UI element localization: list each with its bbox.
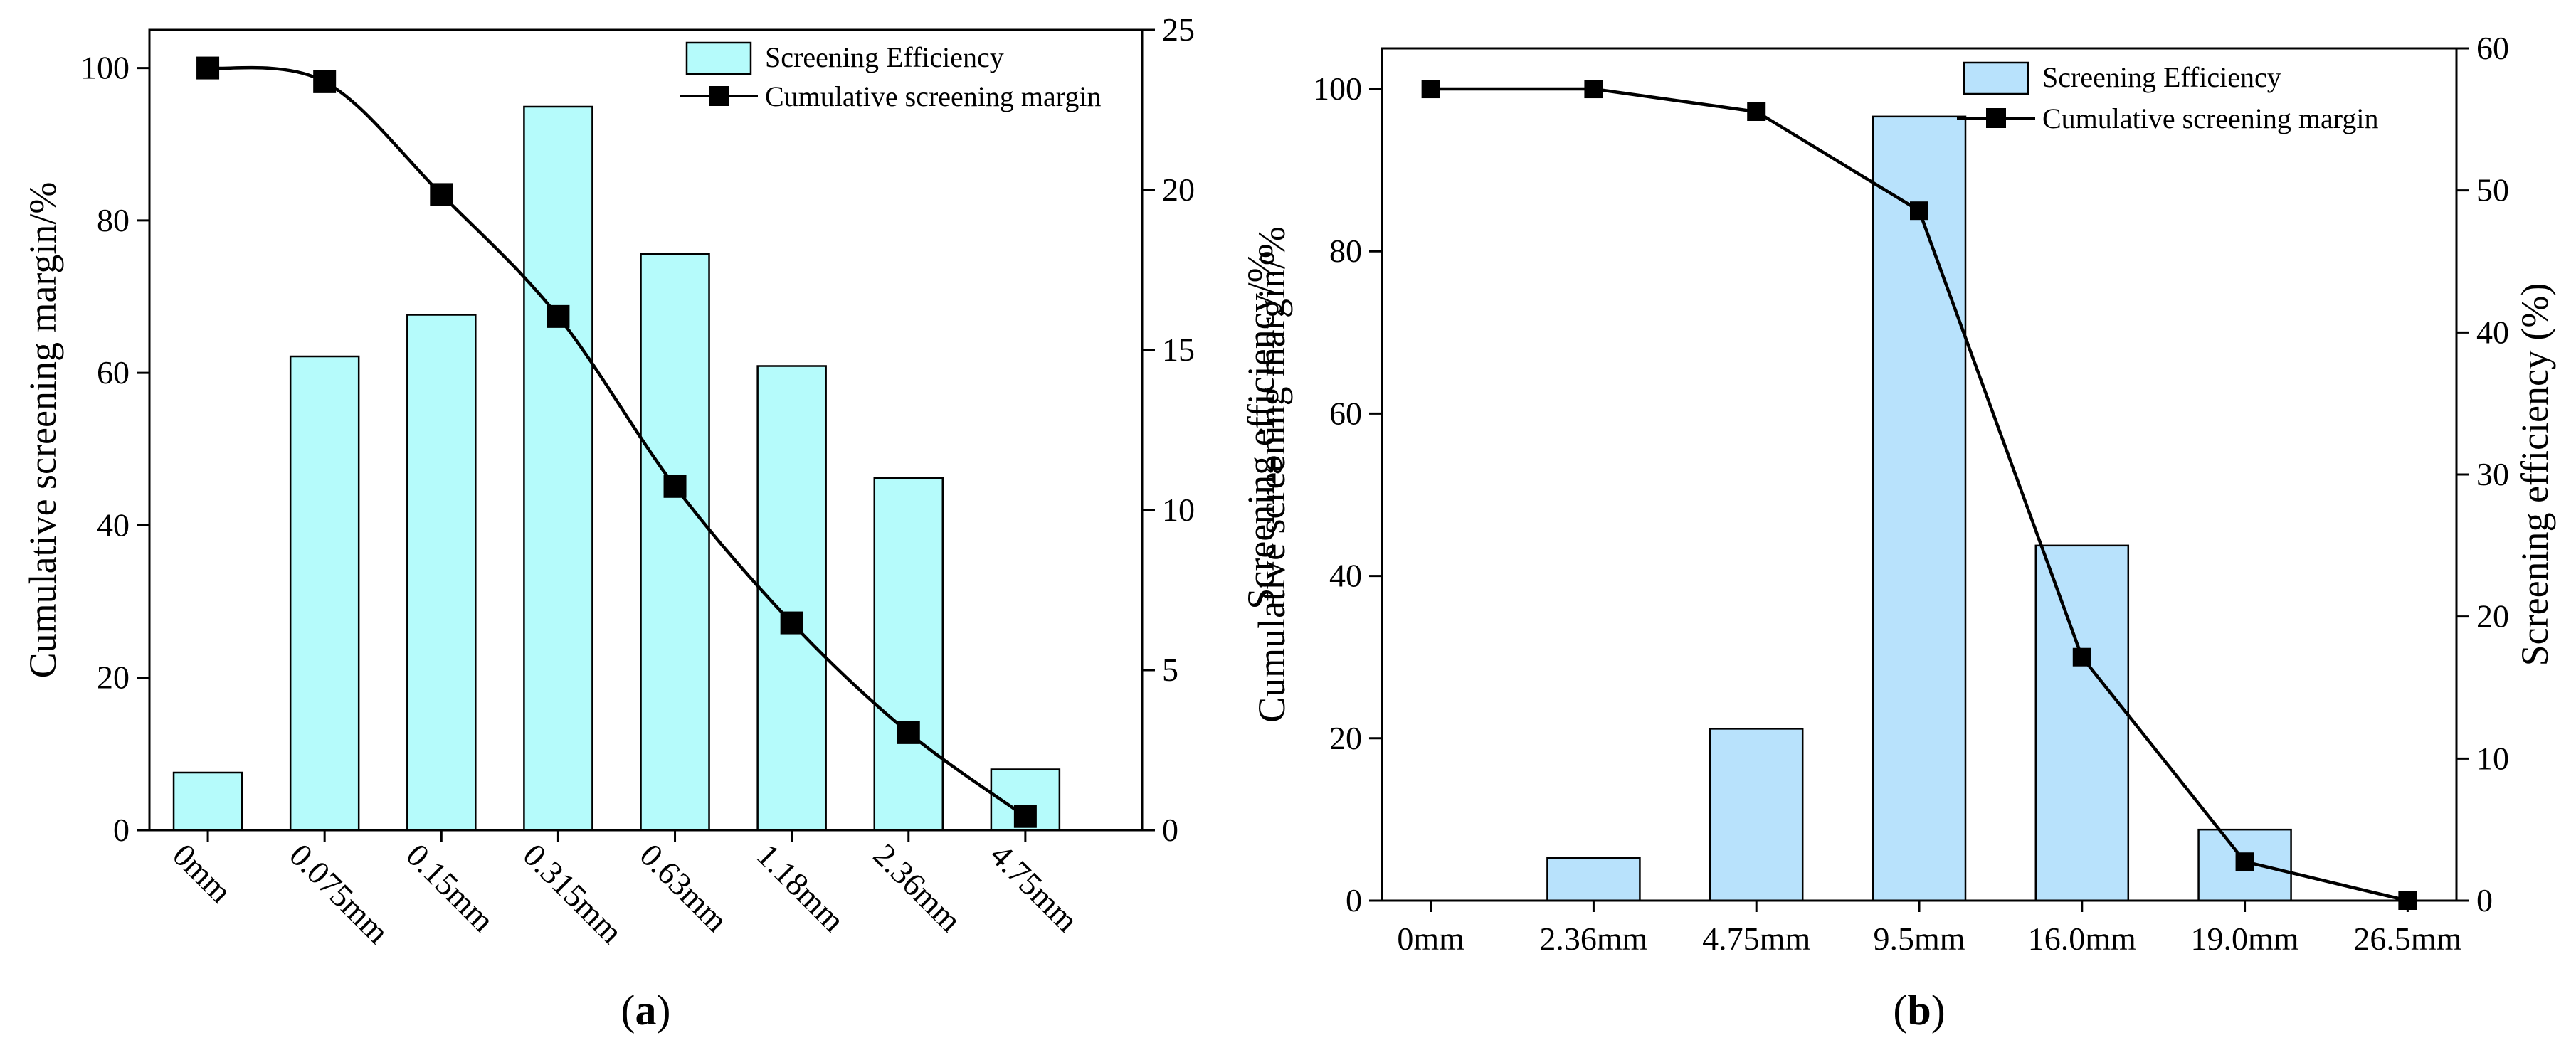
x-tick-label: 2.36mm (1539, 921, 1647, 957)
line-marker-0mm (1421, 80, 1440, 99)
panel-label-open: ( (1893, 987, 1907, 1034)
y2-tick-label: 25 (1162, 11, 1195, 48)
bar-0.15mm (406, 314, 477, 832)
y-tick-label: 0 (1346, 882, 1362, 918)
y2-tick-label: 15 (1162, 332, 1195, 368)
y-tick-label: 100 (1313, 70, 1362, 107)
panel-label-letter: a (635, 987, 657, 1034)
panel-label: (a) (621, 987, 671, 1034)
panel-label-open: ( (621, 987, 635, 1034)
bar-4.75mm (1709, 728, 1804, 902)
bar-0.63mm (640, 253, 710, 832)
bar-2.36mm (1546, 857, 1641, 902)
y-tick-label: 80 (1329, 233, 1362, 269)
y2-tick-label: 40 (2476, 314, 2509, 350)
line-marker-0.63mm (663, 475, 687, 498)
y-axis-title: Cumulative screening margin/% (21, 182, 64, 679)
line-marker-4.75mm (1013, 805, 1037, 828)
line-marker-9.5mm (1910, 201, 1928, 221)
x-tick-label: 0.315mm (516, 837, 630, 950)
x-tick-label: 19.0mm (2191, 921, 2299, 957)
panel-label-close: ) (1931, 987, 1946, 1034)
x-tick-label: 0mm (1397, 921, 1464, 957)
x-tick-label: 4.75mm (1702, 921, 1810, 957)
y2-tick-label: 20 (2476, 598, 2509, 635)
line-marker-1.18mm (780, 611, 803, 635)
y2-tick-label: 20 (1162, 171, 1195, 208)
line-marker-2.36mm (897, 721, 920, 744)
panel-label-letter: b (1907, 987, 1931, 1034)
y-tick-label: 60 (97, 354, 130, 391)
line-marker-16.0mm (2072, 647, 2091, 667)
y2-axis-title: Screening efficiency/% (1240, 250, 1282, 609)
legend-bar-swatch (1963, 61, 2029, 95)
legend-marker-swatch (709, 86, 729, 106)
x-tick-label: 26.5mm (2353, 921, 2461, 957)
x-tick-label: 0mm (166, 837, 239, 910)
chart-panel-b: 0 20 40 60 80 100 0 10 20 30 40 50 60 0mm 2.36mm 4.75mm… (1250, 30, 2556, 1034)
legend-label-bars: Screening Efficiency (2042, 61, 2281, 93)
y2-tick-label: 50 (2476, 172, 2509, 208)
y2-tick-label: 60 (2476, 30, 2509, 66)
y-axis-title: Cumulative screening margin/% (1250, 226, 1293, 723)
line-marker-0.15mm (430, 183, 453, 206)
legend-label-line: Cumulative screening margin (765, 80, 1101, 112)
legend-label-line: Cumulative screening margin (2042, 102, 2378, 134)
bar-2.36mm (873, 477, 944, 832)
line-marker-0.075mm (313, 70, 337, 93)
plot-frame (148, 28, 1144, 832)
y-tick-label: 0 (113, 812, 130, 848)
y-tick-label: 20 (1329, 720, 1362, 756)
bar-16.0mm (2034, 544, 2130, 902)
line-marker-0.315mm (547, 304, 570, 328)
y-tick-label: 20 (97, 659, 130, 696)
y2-tick-label: 10 (2476, 740, 2509, 776)
y2-tick-label: 0 (2476, 882, 2493, 918)
legend-marker-swatch (1986, 108, 2006, 128)
x-tick-label: 2.36mm (867, 837, 969, 939)
line-marker-4.75mm (1747, 102, 1766, 121)
y2-axis-title: Screening efficiency (%) (2513, 283, 2556, 667)
x-tick-label: 1.18mm (750, 837, 852, 939)
x-tick-label: 0.15mm (399, 837, 502, 939)
x-tick-label: 9.5mm (1873, 921, 1965, 957)
y-tick-label: 40 (97, 507, 130, 543)
line-marker-26.5mm (2398, 891, 2417, 910)
legend-label-bars: Screening Efficiency (765, 41, 1004, 73)
bar-9.5mm (1872, 115, 1967, 902)
x-tick-label: 4.75mm (983, 837, 1086, 939)
y-tick-label: 40 (1329, 558, 1362, 594)
y-tick-label: 80 (97, 202, 130, 238)
y2-tick-label: 30 (2476, 456, 2509, 492)
bar-0.075mm (289, 355, 360, 832)
legend-bar-swatch (685, 41, 752, 75)
y2-tick-label: 5 (1162, 652, 1178, 688)
y2-tick-label: 10 (1162, 492, 1195, 528)
x-tick-label: 0.075mm (283, 837, 396, 950)
line-marker-2.36mm (1584, 80, 1603, 99)
panel-label-close: ) (657, 987, 671, 1034)
y-tick-label: 60 (1329, 395, 1362, 431)
x-tick-label: 16.0mm (2028, 921, 2136, 957)
bar-0.315mm (523, 105, 593, 832)
line-marker-0mm (196, 56, 220, 80)
cumulative-margin-line (207, 65, 1027, 818)
y2-tick-label: 0 (1162, 812, 1178, 848)
x-tick-label: 0.63mm (633, 837, 735, 939)
line-marker-19.0mm (2235, 852, 2254, 871)
bar-0mm (172, 771, 243, 832)
panel-label: (b) (1893, 987, 1945, 1034)
y-tick-label: 100 (80, 50, 130, 86)
